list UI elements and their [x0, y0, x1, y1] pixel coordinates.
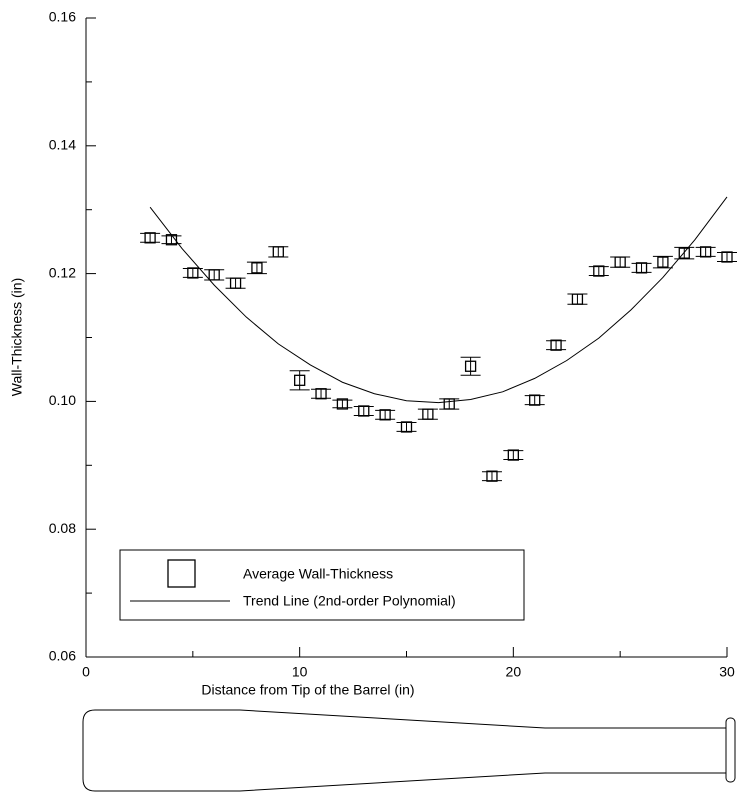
marker: [507, 449, 519, 461]
error-bar: [674, 246, 695, 260]
error-bar: [717, 252, 737, 262]
x-tick-label: 30: [719, 664, 735, 680]
marker: [422, 408, 434, 420]
bat-outline: [82, 709, 736, 792]
marker: [529, 394, 541, 406]
x-tick-label: 0: [82, 664, 90, 680]
error-bar: [246, 261, 267, 275]
error-bar: [439, 398, 460, 410]
marker: [550, 339, 562, 351]
error-bar: [631, 262, 652, 273]
legend-label: Average Wall-Thickness: [243, 566, 393, 582]
y-tick-label: 0.10: [49, 392, 76, 408]
legend-box: [119, 549, 525, 621]
marker: [614, 256, 626, 268]
bat-body: [82, 709, 727, 792]
error-bar: [225, 277, 246, 289]
error-bar: [140, 232, 161, 243]
y-tick-label: 0.08: [49, 520, 76, 536]
marker: [571, 293, 584, 305]
error-bar: [311, 388, 332, 399]
error-bar: [161, 235, 182, 245]
marker: [315, 388, 327, 400]
error-bar: [695, 246, 716, 257]
error-bar: [332, 399, 353, 409]
error-bar: [481, 471, 502, 482]
error-bar: [588, 266, 609, 277]
error-bar: [610, 256, 631, 268]
marker: [208, 269, 220, 281]
legend-label: Trend Line (2nd-order Polynomial): [243, 593, 456, 609]
marker: [721, 251, 733, 263]
legend-marker: [167, 559, 196, 588]
marker: [678, 247, 690, 259]
error-bar: [353, 406, 374, 416]
error-bar: [268, 246, 289, 258]
error-bar: [417, 408, 438, 420]
marker: [272, 246, 284, 258]
marker: [294, 374, 306, 386]
error-bar: [524, 395, 545, 406]
marker: [379, 409, 391, 421]
bat-knob: [725, 717, 736, 783]
marker: [464, 360, 477, 372]
trend-line: [149, 196, 728, 404]
error-bar: [375, 409, 396, 420]
y-tick-label: 0.16: [49, 9, 76, 25]
x-axis-label: Distance from Tip of the Barrel (in): [201, 682, 414, 698]
error-bar: [182, 267, 203, 278]
marker: [699, 246, 712, 258]
marker: [144, 232, 156, 244]
y-axis-label: Wall-Thickness (in): [9, 278, 25, 397]
marker: [358, 405, 370, 417]
x-tick-label: 20: [506, 664, 522, 680]
error-bar: [503, 450, 524, 461]
marker: [336, 398, 349, 410]
marker: [187, 267, 199, 279]
y-tick-label: 0.06: [49, 648, 76, 664]
x-tick-label: 10: [292, 664, 308, 680]
marker: [486, 470, 498, 482]
marker: [635, 262, 648, 274]
marker: [443, 398, 455, 410]
error-bar: [567, 293, 588, 305]
marker: [593, 265, 605, 277]
error-bar: [396, 421, 417, 432]
error-bar: [289, 370, 310, 391]
error-bar: [546, 340, 567, 351]
marker: [229, 277, 242, 289]
marker: [251, 262, 263, 274]
y-tick-label: 0.14: [49, 137, 76, 153]
error-bar: [204, 269, 225, 281]
marker: [657, 256, 669, 268]
error-bar: [460, 356, 481, 376]
error-bar: [652, 255, 673, 269]
marker: [400, 421, 413, 433]
y-tick-label: 0.12: [49, 264, 76, 280]
